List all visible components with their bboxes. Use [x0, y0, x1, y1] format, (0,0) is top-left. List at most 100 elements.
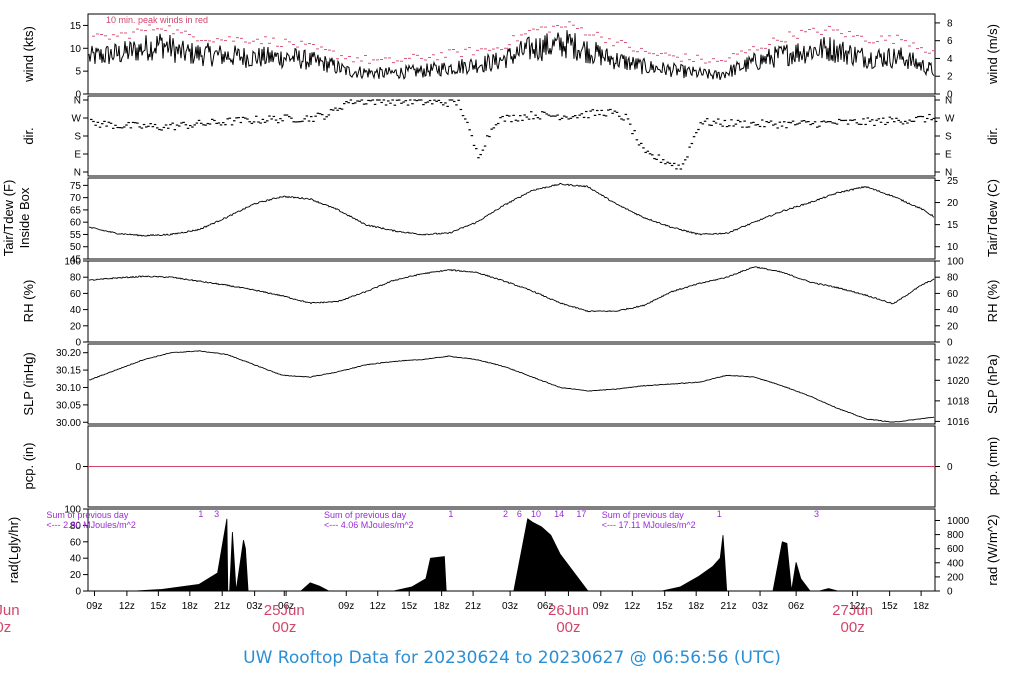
rad-annotation-line1: Sum of previous day: [324, 510, 407, 520]
right-tick-label: E: [945, 150, 952, 161]
wind-ylabel-right: wind (m/s): [985, 24, 1000, 85]
slp-ylabel-right: SLP (hPa): [985, 354, 1000, 414]
right-tick-label: 20: [947, 198, 959, 209]
left-tick-label: W: [72, 114, 82, 125]
rad-hour-mark: 3: [214, 509, 219, 519]
dir-panel-frame: [87, 95, 936, 177]
right-tick-label: 6: [947, 36, 953, 47]
right-tick-label: S: [945, 132, 952, 143]
left-tick-label: 75: [70, 181, 82, 192]
rad-hour-mark: 17: [576, 509, 586, 519]
rad-annotation-line2: <--- 2.80 MJoules/m^2: [46, 520, 136, 530]
right-tick-label: 0: [947, 462, 953, 473]
left-tick-label: 60: [70, 218, 82, 229]
right-tick-label: 1018: [947, 396, 970, 407]
x-tick-label: 12z: [119, 601, 135, 612]
right-tick-label: 2: [947, 72, 953, 83]
dir-ylabel-right: dir.: [985, 127, 1000, 144]
left-tick-label: S: [74, 132, 81, 143]
wind-speed-series: [88, 30, 935, 80]
left-tick-label: E: [74, 150, 81, 161]
right-tick-label: 1016: [947, 417, 970, 428]
temp-ylabel-right: Tair/Tdew (C): [985, 179, 1000, 257]
left-tick-label: 0: [75, 587, 81, 598]
x-tick-label: 06z: [278, 601, 294, 612]
right-tick-label: 1000: [947, 516, 970, 527]
slp-panel-frame: [87, 343, 936, 425]
temp-panel-frame: [87, 177, 936, 260]
x-tick-label: 15z: [401, 601, 417, 612]
pcp-ylabel-right: pcp. (mm): [985, 437, 1000, 496]
rad-hour-mark: 1: [717, 509, 722, 519]
dir-ylabel-left: dir.: [21, 127, 36, 144]
rad-hour-mark: 2: [503, 509, 508, 519]
right-tick-label: 100: [947, 257, 964, 268]
temp-series: [88, 182, 935, 237]
right-tick-label: 15: [947, 220, 959, 231]
temp-ylabel-left2: Inside Box: [17, 187, 32, 248]
left-tick-label: 70: [70, 193, 82, 204]
x-tick-label: 03z: [502, 601, 518, 612]
right-tick-label: 0: [947, 90, 953, 101]
x-tick-label: 09z: [593, 601, 609, 612]
x-tick-label: 06z: [537, 601, 553, 612]
left-tick-label: N: [74, 168, 81, 179]
rad-annotation-line1: Sum of previous day: [46, 510, 129, 520]
rad-annotation-line2: <--- 17.11 MJoules/m^2: [602, 520, 696, 530]
rh-ylabel-right: RH (%): [985, 280, 1000, 323]
rh-panel-frame: [87, 260, 936, 343]
left-tick-label: 55: [70, 230, 82, 241]
x-date-label: 25Jun: [264, 602, 305, 619]
x-tick-label: 15z: [150, 601, 166, 612]
x-date-time: 00z: [0, 619, 11, 636]
rad-hour-mark: 6: [517, 509, 522, 519]
rad-ylabel-right: rad (W/m^2): [985, 514, 1000, 585]
x-tick-label: 06z: [788, 601, 804, 612]
left-tick-label: 30.15: [56, 366, 81, 377]
x-tick-label: 18z: [434, 601, 450, 612]
left-tick-label: 10: [70, 44, 82, 55]
x-date-time: 00z: [272, 619, 296, 636]
left-tick-label: 30.20: [56, 348, 81, 359]
left-tick-label: 40: [70, 554, 82, 565]
rad-hour-mark: 14: [554, 509, 564, 519]
rad-annotation-line2: <--- 4.06 MJoules/m^2: [324, 520, 414, 530]
right-tick-label: 25: [947, 176, 959, 187]
left-tick-label: 0: [75, 462, 81, 473]
left-tick-label: 45: [70, 255, 82, 266]
left-tick-label: 60: [70, 537, 82, 548]
rad-ylabel-left: rad(Lgly/hr): [6, 517, 21, 583]
right-tick-label: 4: [947, 54, 953, 65]
x-tick-label: 15z: [657, 601, 673, 612]
left-tick-label: 0: [75, 338, 81, 349]
x-tick-label: 09z: [338, 601, 354, 612]
right-tick-label: 80: [947, 273, 959, 284]
left-tick-label: 20: [70, 570, 82, 581]
x-tick-label: 12z: [849, 601, 865, 612]
right-tick-label: 20: [947, 321, 959, 332]
x-tick-label: 09z: [86, 601, 102, 612]
left-tick-label: 80: [70, 273, 82, 284]
x-tick-label: 12z: [370, 601, 386, 612]
left-tick-label: 30.05: [56, 400, 81, 411]
x-tick-label: 21z: [721, 601, 737, 612]
right-tick-label: N: [945, 96, 952, 107]
right-tick-label: 8: [947, 18, 953, 29]
left-tick-label: N: [74, 96, 81, 107]
x-tick-label: 03z: [752, 601, 768, 612]
left-tick-label: 30.10: [56, 383, 81, 394]
slp-ylabel-left: SLP (inHg): [21, 352, 36, 415]
right-tick-label: 400: [947, 558, 964, 569]
right-tick-label: N: [945, 168, 952, 179]
rad-hour-mark: 3: [814, 509, 819, 519]
x-tick-label: 18z: [688, 601, 704, 612]
left-tick-label: 20: [70, 321, 82, 332]
wind-ylabel-left: wind (kts): [21, 26, 36, 83]
right-tick-label: 40: [947, 305, 959, 316]
right-tick-label: 0: [947, 587, 953, 598]
right-tick-label: 800: [947, 530, 964, 541]
left-tick-label: 30.00: [56, 418, 81, 429]
right-tick-label: 60: [947, 289, 959, 300]
right-tick-label: 1020: [947, 376, 970, 387]
